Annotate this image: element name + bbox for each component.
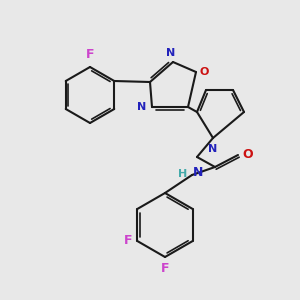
Text: N: N — [208, 144, 217, 154]
Text: O: O — [200, 67, 209, 77]
Text: H: H — [178, 169, 187, 179]
Text: F: F — [124, 235, 132, 248]
Text: O: O — [242, 148, 253, 161]
Text: F: F — [161, 262, 169, 275]
Text: F: F — [86, 48, 94, 61]
Text: N: N — [137, 102, 146, 112]
Text: N: N — [167, 48, 176, 58]
Text: N: N — [193, 167, 203, 179]
